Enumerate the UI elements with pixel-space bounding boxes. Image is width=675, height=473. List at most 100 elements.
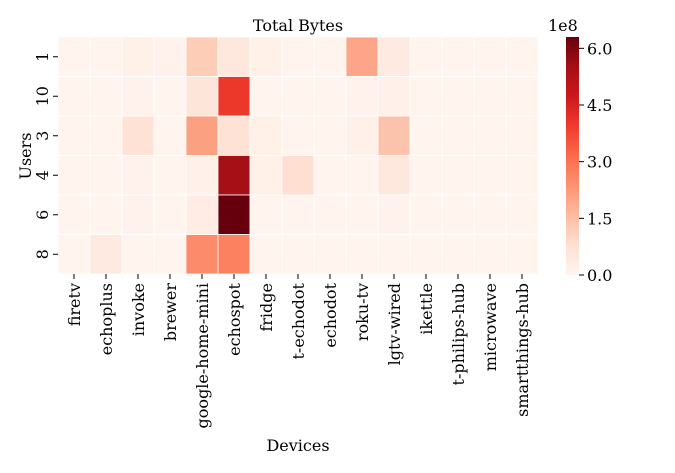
heatmap-cell <box>153 234 187 275</box>
x-tick-label: fridge <box>257 283 276 332</box>
heatmap-cell <box>217 115 251 156</box>
colorbar-tick-label: 0.0 <box>587 266 612 285</box>
heatmap-cell <box>153 36 187 77</box>
heatmap-cell <box>89 76 123 117</box>
heatmap-cell <box>281 155 315 196</box>
heatmap-cell <box>409 76 443 117</box>
heatmap-cell <box>57 194 91 235</box>
heatmap-cell <box>505 234 539 275</box>
heatmap-cell <box>217 194 251 235</box>
y-tick-label: 10 <box>33 86 52 106</box>
heatmap-cell <box>473 194 507 235</box>
heatmap-cell <box>345 36 379 77</box>
x-tick-label: echospot <box>225 282 244 355</box>
heatmap-cell <box>281 115 315 156</box>
heatmap-cell <box>313 115 347 156</box>
heatmap-cell <box>153 194 187 235</box>
heatmap-cell <box>185 194 219 235</box>
heatmap-cell <box>441 194 475 235</box>
heatmap-cell <box>185 36 219 77</box>
heatmap-cell <box>249 115 283 156</box>
heatmap-cell <box>377 155 411 196</box>
x-axis-label: Devices <box>266 436 329 455</box>
chart-title: Total Bytes <box>253 16 343 35</box>
heatmap-cell <box>473 115 507 156</box>
x-tick-label: firetv <box>65 283 84 326</box>
heatmap-cell <box>217 234 251 275</box>
heatmap-cell <box>377 234 411 275</box>
heatmap-cell <box>345 115 379 156</box>
x-tick-label: roku-tv <box>353 283 372 341</box>
heatmap-cell <box>505 194 539 235</box>
heatmap-cell <box>409 155 443 196</box>
heatmap-cell <box>249 194 283 235</box>
heatmap-cell <box>185 115 219 156</box>
heatmap-cell <box>249 155 283 196</box>
heatmap-cell <box>345 194 379 235</box>
y-tick-label: 1 <box>33 52 52 62</box>
heatmap-cell <box>345 155 379 196</box>
heatmap-cell <box>313 234 347 275</box>
heatmap-cell <box>313 155 347 196</box>
heatmap-cell <box>409 115 443 156</box>
heatmap-cell <box>217 76 251 117</box>
heatmap-cell <box>313 36 347 77</box>
heatmap-cell <box>441 115 475 156</box>
x-tick-label: smartthings-hub <box>513 283 532 417</box>
x-axis-ticks: firetv echoplus invoke brewer google-home-mi… <box>65 274 532 428</box>
heatmap-cell <box>505 115 539 156</box>
y-tick-label: 4 <box>33 170 52 180</box>
heatmap-cell <box>89 234 123 275</box>
heatmap-cell <box>345 76 379 117</box>
heatmap-cell <box>121 36 155 77</box>
x-tick-label: google-home-mini <box>193 283 212 428</box>
heatmap-cell <box>185 155 219 196</box>
heatmap-cell <box>217 155 251 196</box>
heatmap-cell <box>409 36 443 77</box>
x-tick-label: t-philips-hub <box>449 283 468 385</box>
heatmap-cell <box>121 234 155 275</box>
x-tick-label: echodot <box>321 282 340 347</box>
x-tick-label: t-echodot <box>289 282 308 359</box>
colorbar: 1e8 0.0 1.5 3.0 4.5 6.0 <box>548 16 612 285</box>
heatmap-cell <box>441 76 475 117</box>
heatmap-cell <box>57 76 91 117</box>
colorbar-tick-label: 4.5 <box>587 96 612 115</box>
y-tick-label: 3 <box>33 131 52 141</box>
heatmap-cell <box>441 36 475 77</box>
heatmap-cell <box>505 76 539 117</box>
heatmap-cell <box>249 76 283 117</box>
heatmap-cell <box>281 76 315 117</box>
heatmap-cell <box>473 234 507 275</box>
heatmap-cell <box>121 194 155 235</box>
heatmap-cell <box>473 76 507 117</box>
heatmap-cell <box>121 115 155 156</box>
heatmap-cell <box>217 36 251 77</box>
heatmap-cell <box>89 194 123 235</box>
heatmap-cell <box>57 234 91 275</box>
heatmap-cell <box>249 234 283 275</box>
y-axis-label: Users <box>16 132 35 179</box>
heatmap-cell <box>473 36 507 77</box>
heatmap-cell <box>377 194 411 235</box>
colorbar-gradient <box>566 37 579 275</box>
heatmap-cell <box>249 36 283 77</box>
colorbar-tick-label: 3.0 <box>587 153 612 172</box>
heatmap-cell <box>377 115 411 156</box>
heatmap-cell <box>377 36 411 77</box>
heatmap-cell <box>185 76 219 117</box>
heatmap-cell <box>153 115 187 156</box>
y-tick-label: 8 <box>33 249 52 259</box>
heatmap-cell <box>153 76 187 117</box>
x-tick-label: brewer <box>161 283 180 342</box>
heatmap-cell <box>281 234 315 275</box>
heatmap-cell <box>313 76 347 117</box>
heatmap-cell <box>505 36 539 77</box>
heatmap-cell <box>89 155 123 196</box>
x-tick-label: invoke <box>129 283 148 336</box>
heatmap-cell <box>153 155 187 196</box>
colorbar-tick-label: 6.0 <box>587 39 612 58</box>
heatmap-cell <box>57 155 91 196</box>
heatmap-cell <box>281 36 315 77</box>
